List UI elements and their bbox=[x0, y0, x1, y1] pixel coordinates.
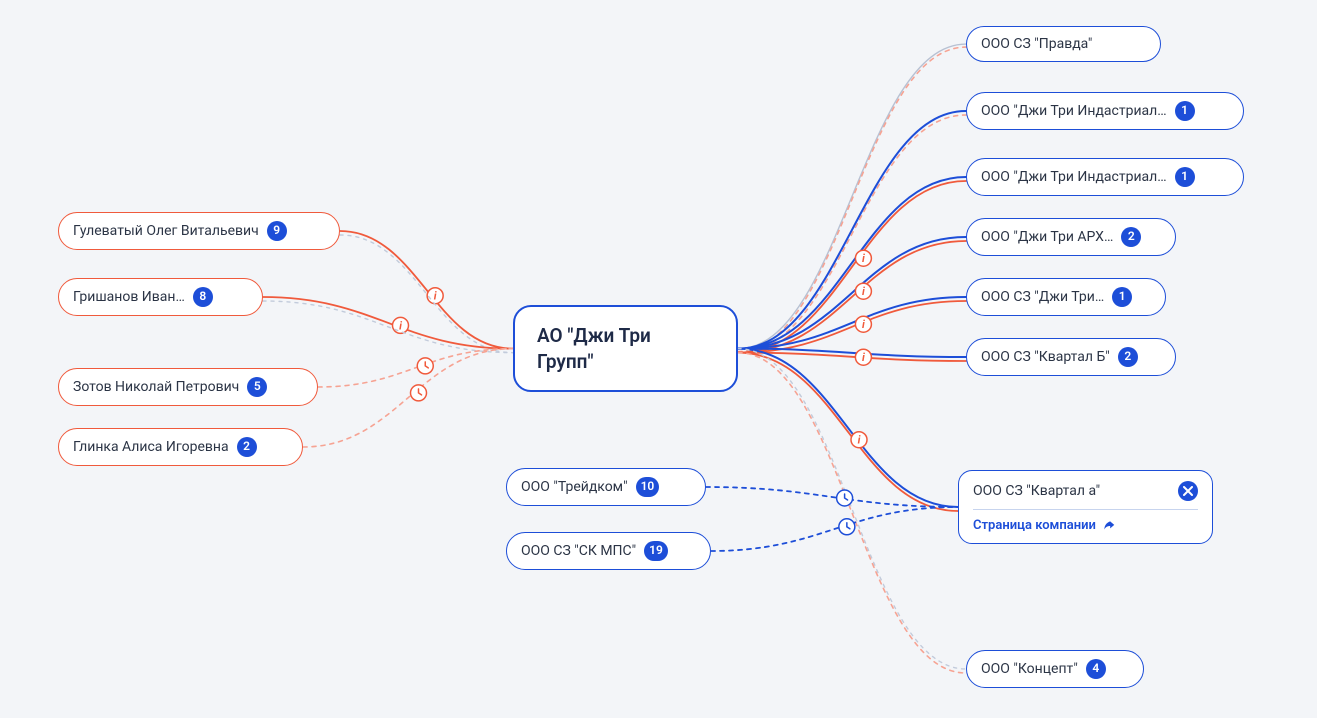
graph-node[interactable]: ООО "Джи Три АРХ… 2 bbox=[966, 218, 1176, 256]
count-badge: 8 bbox=[193, 287, 213, 307]
svg-text:i: i bbox=[862, 285, 865, 298]
node-label: ООО СЗ "Джи Три… bbox=[981, 288, 1104, 306]
svg-text:i: i bbox=[399, 319, 402, 332]
count-badge: 10 bbox=[636, 477, 660, 497]
link-text: Страница компании bbox=[973, 518, 1096, 533]
count-badge: 1 bbox=[1112, 287, 1132, 307]
node-label: Гулеватый Олег Витальевич bbox=[73, 222, 259, 240]
graph-node[interactable]: Зотов Николай Петрович 5 bbox=[58, 368, 318, 406]
center-node[interactable]: АО "Джи ТриГрупп" bbox=[513, 305, 738, 392]
graph-node[interactable]: Гришанов Иван… 8 bbox=[58, 278, 263, 316]
graph-node-expanded[interactable]: ООО СЗ "Квартал а" Страница компании bbox=[958, 470, 1213, 544]
count-badge: 5 bbox=[247, 377, 267, 397]
node-label: ООО "Джи Три Индастриал… bbox=[981, 102, 1167, 120]
graph-node[interactable]: ООО "Джи Три Индастриал… 1 bbox=[966, 158, 1244, 196]
count-badge: 4 bbox=[1086, 659, 1106, 679]
count-badge: 1 bbox=[1175, 167, 1195, 187]
count-badge: 2 bbox=[237, 437, 257, 457]
graph-node[interactable]: ООО СЗ "Правда" bbox=[966, 26, 1161, 62]
graph-node[interactable]: ООО "Джи Три Индастриал… 1 bbox=[966, 92, 1244, 130]
node-label: ООО "Трейдком" bbox=[521, 478, 628, 496]
svg-text:i: i bbox=[862, 252, 865, 265]
company-page-link[interactable]: Страница компании bbox=[973, 510, 1198, 533]
graph-node[interactable]: ООО "Концепт" 4 bbox=[966, 650, 1144, 688]
node-label: ООО "Концепт" bbox=[981, 660, 1078, 678]
count-badge: 9 bbox=[267, 221, 287, 241]
graph-node[interactable]: ООО "Трейдком" 10 bbox=[506, 468, 706, 506]
node-label: ООО СЗ "Квартал а" bbox=[973, 483, 1100, 499]
graph-node[interactable]: Глинка Алиса Игоревна 2 bbox=[58, 428, 303, 466]
count-badge: 1 bbox=[1175, 101, 1195, 121]
node-label: ООО "Джи Три АРХ… bbox=[981, 228, 1113, 246]
diagram-canvas: i i i i i i i АО "Джи ТриГрупп" Гулеватый Олег … bbox=[0, 0, 1317, 718]
count-badge: 2 bbox=[1121, 227, 1141, 247]
svg-text:i: i bbox=[862, 318, 865, 331]
graph-node[interactable]: ООО СЗ "Квартал Б" 2 bbox=[966, 338, 1176, 376]
count-badge: 2 bbox=[1118, 347, 1138, 367]
close-icon[interactable] bbox=[1178, 481, 1198, 501]
node-label: ООО СЗ "Квартал Б" bbox=[981, 348, 1110, 366]
node-label: ООО СЗ "СК МПС" bbox=[521, 542, 636, 560]
node-label: ООО "Джи Три Индастриал… bbox=[981, 168, 1167, 186]
node-label: Глинка Алиса Игоревна bbox=[73, 438, 229, 456]
svg-text:i: i bbox=[434, 290, 437, 303]
node-label: Гришанов Иван… bbox=[73, 288, 185, 306]
node-label: Зотов Николай Петрович bbox=[73, 378, 239, 396]
graph-node[interactable]: Гулеватый Олег Витальевич 9 bbox=[58, 212, 340, 250]
share-arrow-icon bbox=[1102, 519, 1116, 533]
node-label: ООО СЗ "Правда" bbox=[981, 35, 1092, 53]
svg-text:i: i bbox=[858, 434, 861, 447]
graph-node[interactable]: ООО СЗ "Джи Три… 1 bbox=[966, 278, 1166, 316]
count-badge: 19 bbox=[644, 541, 668, 561]
graph-node[interactable]: ООО СЗ "СК МПС" 19 bbox=[506, 532, 711, 570]
svg-text:i: i bbox=[862, 351, 865, 364]
